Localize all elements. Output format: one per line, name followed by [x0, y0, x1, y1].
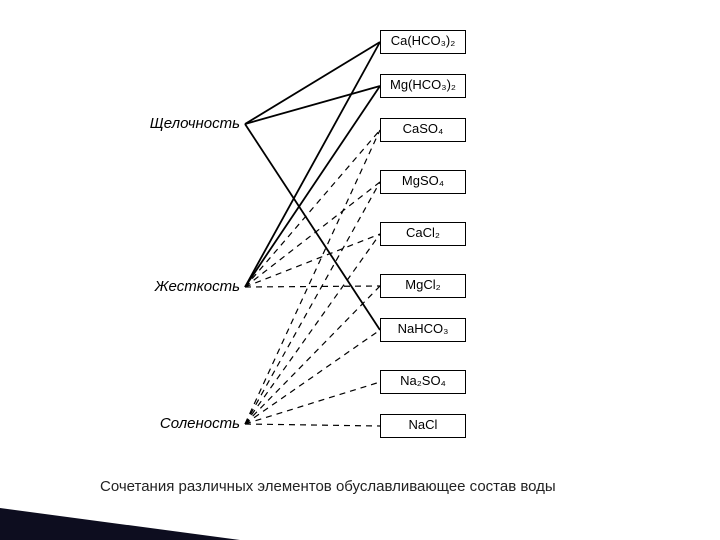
caption-text: Сочетания различных элементов обуславлив… [100, 478, 556, 495]
edge-alkalinity-cahco3 [245, 42, 380, 124]
compound-box-caso4: CaSO₄ [380, 118, 466, 142]
edge-salinity-cacl2 [245, 234, 380, 424]
compound-box-mgso4: MgSO₄ [380, 170, 466, 194]
edge-alkalinity-nahco3 [245, 124, 380, 330]
compound-box-mgcl2: MgCl₂ [380, 274, 466, 298]
edge-hardness-mghco3 [245, 86, 380, 287]
edge-salinity-caso4 [245, 130, 380, 424]
edge-hardness-caso4 [245, 130, 380, 287]
property-label-salinity: Соленость [130, 415, 240, 432]
compound-box-mghco3: Mg(HCO₃)₂ [380, 74, 466, 98]
compound-box-cacl2: CaCl₂ [380, 222, 466, 246]
decor-triangle [0, 0, 720, 540]
decor-triangle-shape [0, 508, 240, 540]
compound-box-nahco3: NaHCO₃ [380, 318, 466, 342]
compound-box-nacl: NaCl [380, 414, 466, 438]
compound-box-cahco3: Ca(HCO₃)₂ [380, 30, 466, 54]
edge-hardness-mgcl2 [245, 286, 380, 287]
property-label-alkalinity: Щелочность [130, 115, 240, 132]
edge-hardness-cahco3 [245, 42, 380, 287]
edge-salinity-nahco3 [245, 330, 380, 424]
diagram-container: Щелочность Жесткость Соленость Ca(HCO₃)₂ Mg… [0, 0, 720, 540]
edge-salinity-na2so4 [245, 382, 380, 424]
edge-salinity-nacl [245, 424, 380, 426]
edges-layer [0, 0, 720, 540]
compound-box-na2so4: Na₂SO₄ [380, 370, 466, 394]
edge-hardness-cacl2 [245, 234, 380, 287]
edge-salinity-mgcl2 [245, 286, 380, 424]
property-label-hardness: Жесткость [130, 278, 240, 295]
edge-salinity-mgso4 [245, 182, 380, 424]
edge-alkalinity-mghco3 [245, 86, 380, 124]
edge-hardness-mgso4 [245, 182, 380, 287]
